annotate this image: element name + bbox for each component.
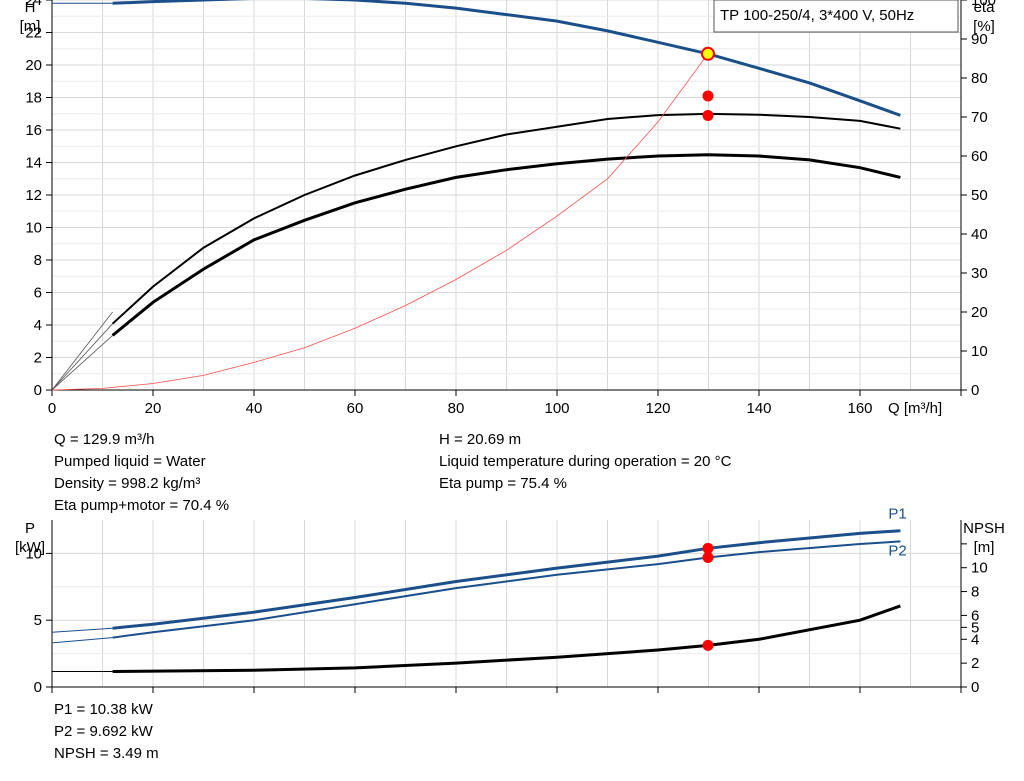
operating-point-marker	[702, 109, 714, 121]
y-tick-label-left: 6	[34, 285, 42, 302]
info-eta-pump: Eta pump = 75.4 %	[439, 475, 567, 492]
y-tick-label-right: 90	[971, 31, 988, 48]
operating-point-marker	[702, 90, 714, 102]
y-tick-label-right: 40	[971, 226, 988, 243]
y-tick-label-left: 4	[34, 317, 42, 334]
info-density: Density = 998.2 kg/m³	[54, 475, 201, 492]
operating-point-marker	[700, 46, 715, 61]
series-leadin-eta-total	[51, 335, 113, 391]
series-leadin-eta-pump	[51, 323, 113, 391]
x-tick-label: 140	[746, 400, 771, 417]
series-line-eta-pump	[111, 112, 901, 325]
series-line-npsh	[112, 604, 901, 673]
y-axis-unit-right: [%]	[973, 18, 995, 35]
y-axis-label-left: H	[25, 0, 36, 16]
y-tick-label-left: 24	[25, 0, 42, 9]
series-line-eta-thin	[51, 311, 113, 391]
y-tick-label-right: 6	[971, 607, 979, 624]
y-tick-label-left: 22	[25, 25, 42, 42]
info-p2: P2 = 9.692 kW	[54, 723, 153, 740]
info-eta-pump-motor: Eta pump+motor = 70.4 %	[54, 497, 230, 514]
y-tick-label-right: 0	[971, 679, 979, 696]
y-tick-label-left: 0	[34, 382, 42, 399]
y-tick-label-right: 60	[971, 148, 988, 165]
y-tick-label-left: 18	[25, 90, 42, 107]
series-leadin-p2	[51, 637, 113, 644]
y-tick-label-left: 5	[34, 612, 42, 629]
info-top-left: Q = 129.9 m³/h Pumped liquid = Water Den…	[54, 429, 229, 517]
y-tick-label-right: 30	[971, 265, 988, 282]
x-tick-label: 0	[48, 400, 56, 417]
y-tick-label-right: 8	[971, 584, 979, 601]
y-tick-label-left: 10	[25, 545, 42, 562]
x-axis-label: Q [m³/h]	[888, 400, 942, 417]
x-tick-label: 40	[246, 400, 263, 417]
y-tick-label-left: 0	[34, 679, 42, 696]
series-line-H-rising	[51, 53, 709, 391]
y-tick-label-right: 2	[971, 655, 979, 672]
operating-point-marker	[702, 542, 714, 554]
operating-point-marker	[702, 552, 714, 564]
y-tick-label-left: 16	[25, 122, 42, 139]
info-q: Q = 129.9 m³/h	[54, 431, 155, 448]
y-tick-label-left: 14	[25, 155, 42, 172]
y-tick-label-right: 50	[971, 187, 988, 204]
x-tick-label: 120	[645, 400, 670, 417]
y-tick-label-right: 20	[971, 304, 988, 321]
y-tick-label-right: 10	[971, 343, 988, 360]
y-tick-label-left: 10	[25, 220, 42, 237]
x-tick-label: 160	[847, 400, 872, 417]
x-tick-label: 20	[145, 400, 162, 417]
y-tick-label-left: 2	[34, 350, 42, 367]
series-line-h	[112, 0, 901, 117]
info-npsh: NPSH = 3.49 m	[54, 745, 159, 762]
y-axis-unit-left: [kW]	[15, 539, 45, 556]
y-axis-label-right: NPSH	[963, 520, 1005, 537]
chart-title-box	[713, 0, 959, 33]
series-line-p1	[112, 529, 901, 630]
series-leadin-p1	[51, 627, 113, 633]
y-tick-label-right: 0	[971, 382, 979, 399]
y-axis-label-right: eta	[974, 0, 996, 16]
y-tick-label-right: 100	[971, 0, 996, 9]
x-tick-label: 60	[347, 400, 364, 417]
info-p1: P1 = 10.38 kW	[54, 701, 153, 718]
x-tick-label: 100	[544, 400, 569, 417]
x-tick-label: 80	[448, 400, 465, 417]
operating-point-marker	[702, 639, 714, 651]
y-axis-unit-left: [m]	[20, 18, 41, 35]
y-axis-label-left: P	[25, 520, 35, 537]
info-pumped-liquid: Pumped liquid = Water	[54, 453, 206, 470]
series-label-p2: P2	[888, 542, 906, 559]
y-axis-unit-right: [m]	[974, 539, 995, 556]
y-tick-label-right: 4	[971, 631, 979, 648]
y-tick-label-left: 8	[34, 252, 42, 269]
info-bottom: P1 = 10.38 kW P2 = 9.692 kW NPSH = 3.49 …	[54, 699, 159, 765]
y-tick-label-left: 20	[25, 57, 42, 74]
y-tick-label-right: 5	[971, 619, 979, 636]
y-tick-label-right: 70	[971, 109, 988, 126]
info-h: H = 20.69 m	[439, 431, 522, 448]
series-line-p2	[112, 540, 901, 639]
series-label-p1: P1	[888, 506, 906, 523]
y-tick-label-right: 80	[971, 70, 988, 87]
info-liquid-temperature: Liquid temperature during operation = 20…	[439, 453, 732, 470]
y-tick-label-left: 12	[25, 187, 42, 204]
series-line-eta-total	[111, 153, 901, 337]
chart-title: TP 100-250/4, 3*400 V, 50Hz	[720, 7, 914, 24]
info-top-right: H = 20.69 m Liquid temperature during op…	[439, 429, 731, 495]
y-tick-label-right: 10	[971, 560, 988, 577]
